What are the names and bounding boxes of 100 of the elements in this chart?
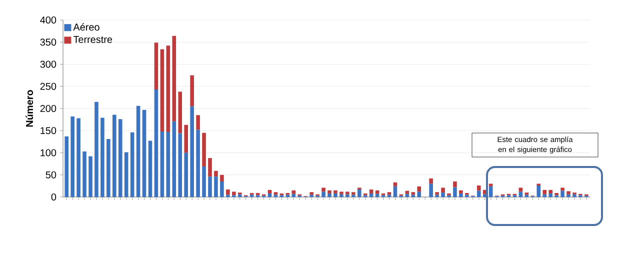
bar — [172, 121, 176, 197]
bar — [560, 188, 564, 191]
bar — [190, 75, 194, 106]
bar — [340, 192, 344, 194]
bar — [166, 46, 170, 132]
bar — [190, 106, 194, 197]
bar — [346, 192, 350, 194]
bar — [417, 186, 422, 192]
bar — [220, 174, 224, 182]
legend-label: Terrestre — [73, 36, 112, 43]
bar — [130, 132, 134, 197]
bar — [393, 186, 398, 197]
bar — [459, 190, 463, 194]
bar — [232, 192, 236, 196]
bar — [566, 194, 570, 197]
bar — [548, 190, 552, 194]
y-tick-label: 350 — [40, 38, 56, 46]
bar — [476, 185, 481, 191]
legend-label: Aéreo — [73, 23, 100, 31]
bar — [542, 194, 546, 197]
bar — [572, 194, 576, 197]
bar — [518, 188, 523, 192]
bar — [208, 158, 212, 177]
y-tick-label: 50 — [46, 171, 56, 178]
bar — [196, 130, 200, 197]
bar — [476, 190, 481, 197]
bar — [82, 151, 86, 197]
bar — [488, 184, 493, 186]
y-tick-label: 100 — [40, 149, 56, 156]
y-tick-label: 400 — [40, 16, 56, 24]
bar — [178, 92, 182, 134]
bar — [136, 106, 140, 197]
bar — [226, 189, 230, 195]
bar — [459, 193, 463, 197]
bar — [100, 118, 104, 197]
bar — [566, 191, 570, 194]
bar — [274, 192, 278, 195]
bar — [202, 166, 206, 197]
bar — [453, 187, 457, 197]
bar — [310, 192, 314, 195]
bar — [202, 132, 206, 166]
bar — [88, 156, 92, 197]
bar — [322, 188, 326, 192]
bar — [369, 189, 374, 194]
bar — [393, 182, 398, 186]
bar — [357, 189, 362, 197]
y-tick-label: 250 — [40, 82, 56, 90]
y-tick-label: 300 — [40, 60, 56, 68]
bar — [346, 194, 350, 197]
y-axis-title: Número — [26, 90, 34, 127]
bar — [268, 190, 272, 194]
bar — [214, 176, 218, 197]
bar — [160, 49, 164, 132]
bar — [369, 193, 374, 197]
bar — [560, 190, 564, 197]
bar — [178, 133, 182, 197]
bar — [334, 190, 338, 194]
bar — [196, 115, 200, 130]
bar — [268, 193, 272, 197]
bar — [214, 170, 218, 177]
bar — [411, 192, 416, 195]
bar — [334, 193, 338, 197]
bar — [417, 192, 422, 197]
bar — [387, 192, 392, 195]
y-tick-label: 150 — [40, 127, 56, 134]
bar — [160, 132, 164, 197]
bar — [220, 182, 224, 197]
bar — [112, 114, 116, 197]
bar — [166, 132, 170, 197]
bar — [172, 36, 176, 122]
bar — [441, 192, 445, 197]
bar — [548, 193, 552, 197]
bar — [292, 194, 296, 197]
bar — [429, 178, 433, 184]
bar — [542, 190, 546, 194]
bar — [142, 110, 146, 197]
bar — [64, 136, 68, 197]
bar — [375, 190, 380, 194]
bar — [328, 193, 332, 197]
bar — [154, 89, 158, 197]
bar — [208, 176, 212, 197]
y-tick-label: 200 — [40, 104, 56, 112]
bar — [292, 190, 296, 194]
bar — [351, 192, 356, 195]
bar — [340, 194, 344, 197]
bar — [154, 42, 158, 90]
bar — [328, 190, 332, 194]
bar — [184, 152, 188, 197]
bar — [184, 124, 188, 153]
bar — [148, 140, 152, 197]
bar — [453, 182, 457, 188]
bar — [518, 192, 523, 197]
bar — [118, 119, 122, 197]
bar — [106, 139, 110, 197]
bar — [238, 194, 242, 197]
bar — [536, 185, 541, 197]
bar — [322, 192, 326, 197]
bar — [76, 118, 80, 197]
bar — [435, 192, 439, 195]
bar — [124, 152, 128, 197]
